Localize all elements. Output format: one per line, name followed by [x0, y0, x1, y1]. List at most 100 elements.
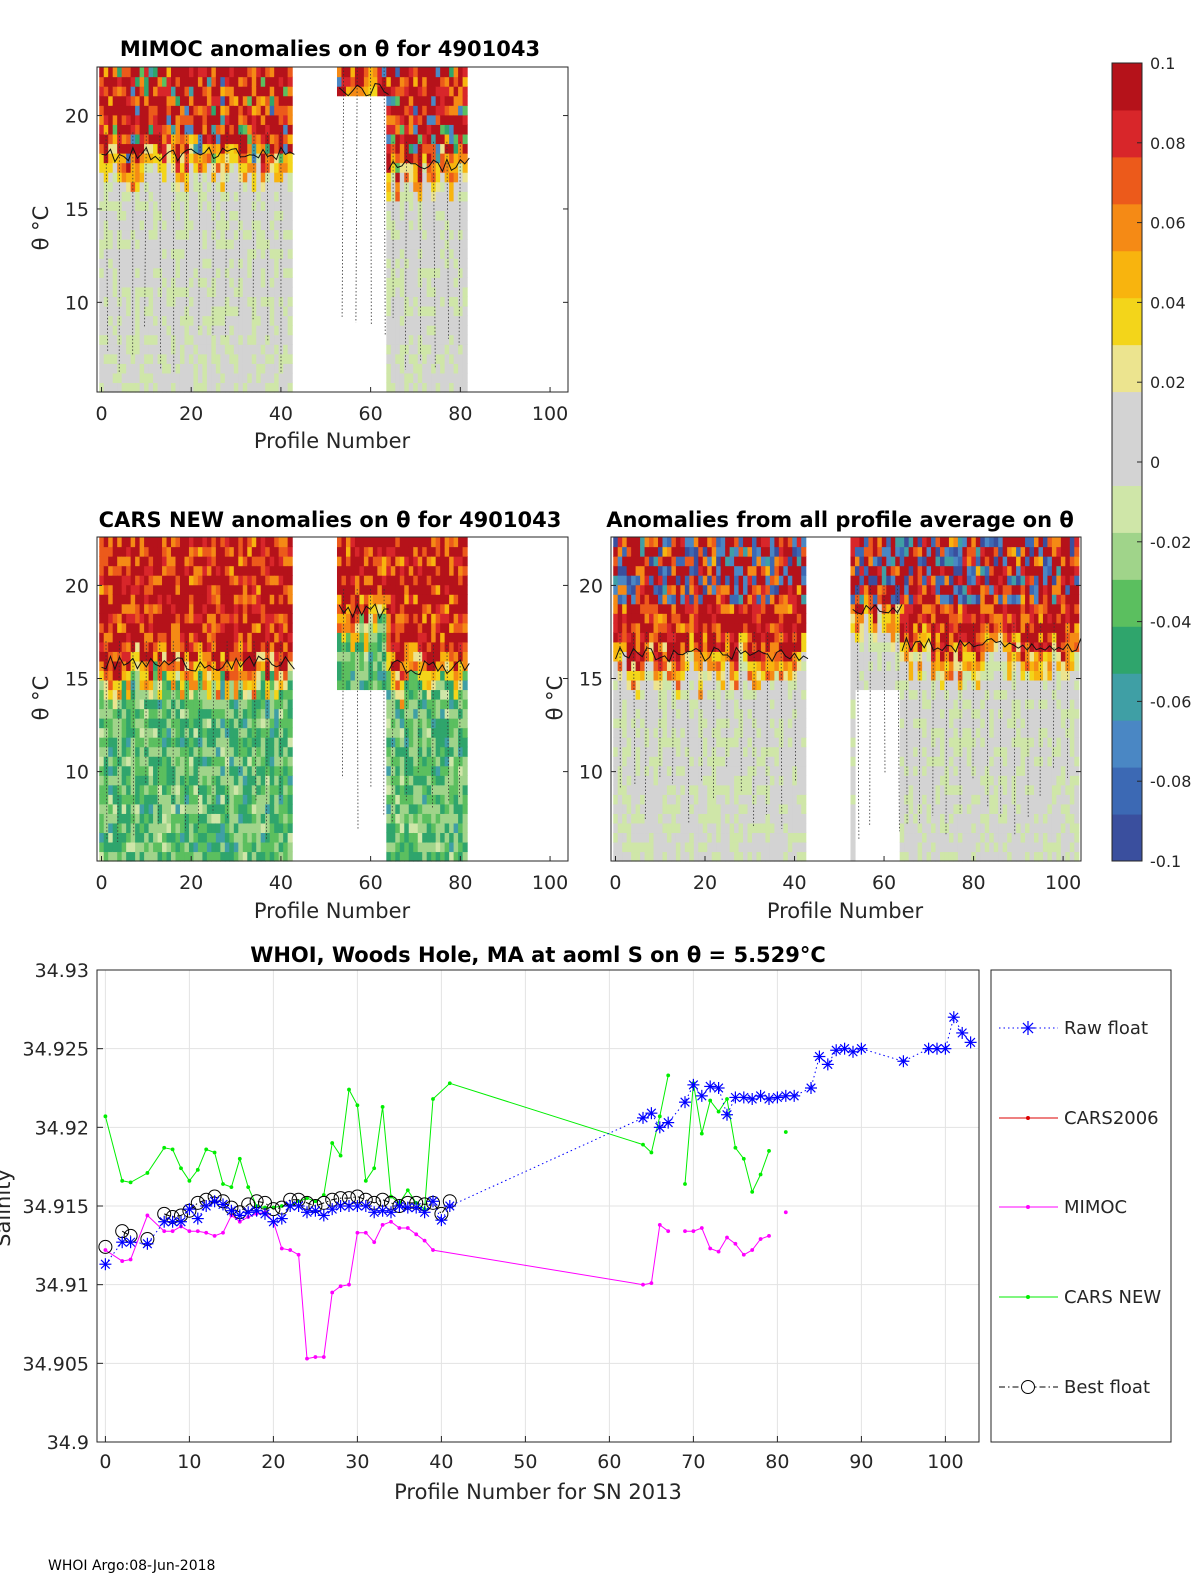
heatmap-cell [171, 841, 177, 853]
heatmap-cell [354, 67, 361, 78]
heatmap-cell [211, 546, 217, 557]
heatmap-cell [238, 784, 244, 795]
heatmap-cell [197, 124, 204, 135]
heatmap-cell [404, 851, 410, 862]
heatmap-cell [444, 718, 450, 729]
heatmap-cell [103, 258, 109, 269]
heatmap-cell [117, 258, 123, 269]
heatmap-cell [631, 708, 637, 719]
heatmap-cell [381, 632, 387, 643]
heatmap-cell [283, 105, 289, 116]
heatmap-cell [229, 689, 235, 700]
heatmap-cell [274, 325, 280, 336]
heatmap-cell [126, 651, 132, 662]
heatmap-cell [179, 641, 186, 652]
heatmap-cell [251, 756, 257, 767]
heatmap-cell [422, 775, 428, 786]
heatmap-cell [162, 689, 168, 700]
heatmap-cell [462, 296, 468, 307]
heatmap-cell [377, 556, 383, 567]
heatmap-cell [426, 765, 432, 776]
heatmap-cell [184, 708, 190, 719]
heatmap-cell [99, 584, 105, 595]
heatmap-cell [193, 334, 199, 345]
heatmap-cell [260, 841, 266, 853]
heatmap-cell [283, 162, 289, 173]
heatmap-cell [658, 746, 664, 757]
heatmap-cell [117, 200, 123, 211]
heatmap-cell [666, 546, 673, 557]
heatmap-cell [233, 803, 239, 814]
heatmap-cell [184, 76, 190, 87]
heatmap-cell [417, 575, 423, 586]
heatmap-cell [206, 172, 212, 183]
heatmap-cell [251, 344, 257, 355]
heatmap-cell [435, 775, 441, 786]
heatmap-cell [162, 584, 168, 595]
heatmap-cell [368, 565, 374, 576]
heatmap-cell [390, 708, 396, 719]
heatmap-cell [649, 546, 655, 557]
heatmap-cell [220, 210, 226, 221]
heatmap-cell [112, 143, 118, 154]
heatmap-cell [341, 622, 347, 633]
heatmap-cell [108, 67, 114, 78]
heatmap-cell [188, 575, 195, 586]
heatmap-cell [631, 603, 637, 614]
heatmap-cell [395, 105, 401, 116]
heatmap-cell [462, 622, 468, 633]
heatmap-cell [440, 286, 446, 298]
heatmap-cell [417, 363, 423, 374]
heatmap-cell [395, 727, 401, 738]
heatmap-cell [662, 746, 668, 757]
heatmap-cell [269, 813, 275, 824]
heatmap-cell [422, 181, 428, 192]
heatmap-cell [440, 746, 446, 757]
heatmap-cell [175, 296, 181, 307]
heatmap-cell [458, 258, 464, 269]
heatmap-cell [336, 594, 343, 605]
heatmap-cell [265, 210, 271, 221]
heatmap-cell [117, 305, 123, 317]
heatmap-cell [680, 822, 686, 834]
heatmap-cell [395, 133, 401, 145]
heatmap-cell [179, 239, 186, 250]
heatmap-cell [372, 67, 378, 78]
heatmap-cell [404, 210, 410, 221]
heatmap-cell [413, 670, 419, 681]
heatmap-cell [399, 803, 405, 814]
heatmap-cell [617, 556, 623, 567]
heatmap-cell [179, 95, 186, 106]
heatmap-cell [662, 537, 668, 548]
heatmap-cell [462, 382, 468, 393]
heatmap-cell [108, 689, 114, 700]
heatmap-cell [426, 679, 432, 691]
heatmap-cell [449, 546, 455, 557]
heatmap-cell [671, 584, 677, 595]
heatmap-cell [260, 727, 266, 738]
heatmap-cell [242, 784, 248, 795]
heatmap-cell [197, 699, 204, 710]
heatmap-cell [179, 315, 186, 326]
heatmap-cell [215, 334, 221, 345]
heatmap-cell [135, 794, 141, 805]
heatmap-cell [435, 565, 441, 576]
heatmap-cell [417, 153, 423, 164]
heatmap-cell [99, 239, 105, 250]
heatmap-cell [399, 622, 405, 633]
heatmap-cell [130, 105, 136, 116]
heatmap-cell [233, 95, 239, 106]
heatmap-cell [233, 565, 239, 576]
heatmap-cell [108, 737, 114, 748]
heatmap-cell [144, 794, 150, 805]
heatmap-cell [431, 727, 437, 738]
heatmap-cell [626, 841, 632, 853]
heatmap-cell [274, 841, 280, 853]
heatmap-cell [658, 565, 664, 576]
heatmap-cell [135, 670, 141, 681]
heatmap-cell [247, 200, 253, 211]
contour-line [355, 66, 358, 323]
heatmap-cell [662, 546, 668, 557]
heatmap-cell [251, 219, 257, 231]
heatmap-cell [653, 737, 659, 748]
